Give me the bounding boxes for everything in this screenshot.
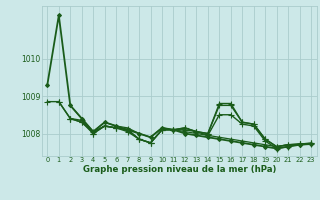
- X-axis label: Graphe pression niveau de la mer (hPa): Graphe pression niveau de la mer (hPa): [83, 165, 276, 174]
